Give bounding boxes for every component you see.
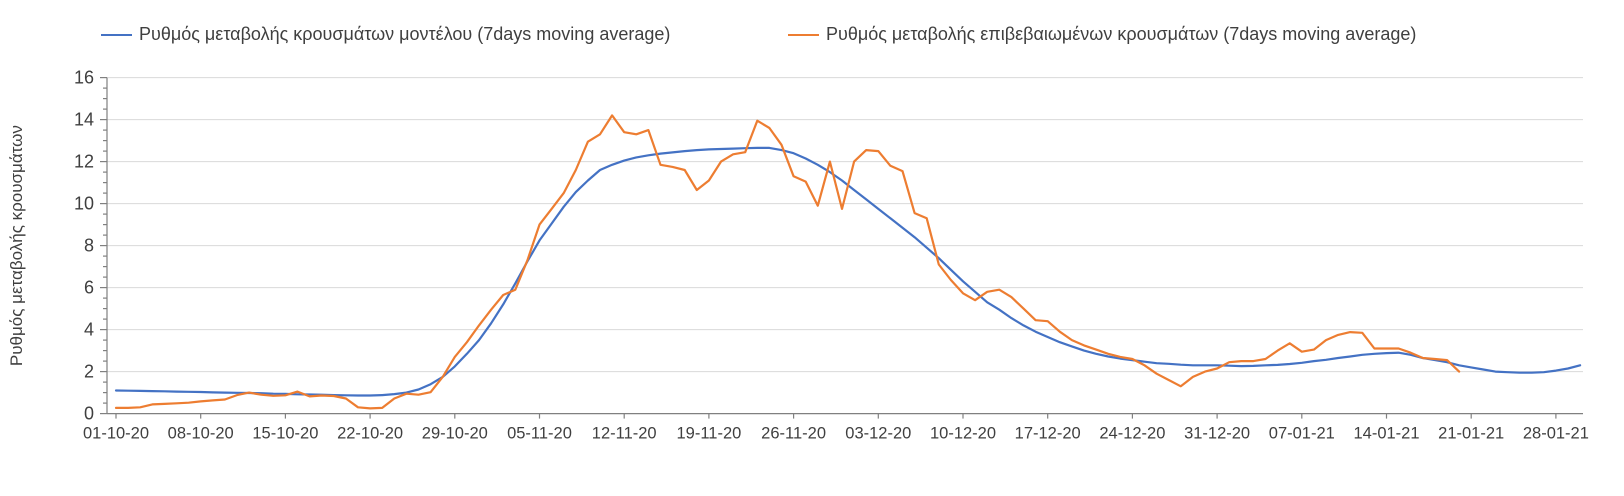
y-tick-label: 2 xyxy=(84,362,94,382)
x-tick-label: 10-12-20 xyxy=(930,425,996,443)
x-tick-label: 29-10-20 xyxy=(422,425,488,443)
legend-item-confirmed: Ρυθμός μεταβολής επιβεβαιωμένων κρουσμάτ… xyxy=(788,24,1416,45)
x-tick-label: 03-12-20 xyxy=(845,425,911,443)
y-tick-label: 8 xyxy=(84,236,94,256)
x-tick-label: 01-10-20 xyxy=(83,425,149,443)
y-tick-label: 6 xyxy=(84,278,94,298)
y-tick-label: 12 xyxy=(74,152,94,172)
x-tick-label: 31-12-20 xyxy=(1184,425,1250,443)
x-tick-label: 21-01-21 xyxy=(1438,425,1504,443)
x-tick-label: 12-11-20 xyxy=(592,425,657,443)
confirmed-line xyxy=(114,114,1461,410)
x-tick-label: 22-10-20 xyxy=(337,425,403,443)
x-tick-label: 19-11-20 xyxy=(676,425,741,443)
legend-label-model: Ρυθμός μεταβολής κρουσμάτων μοντέλου (7d… xyxy=(139,24,671,44)
x-tick-label: 28-01-21 xyxy=(1523,425,1589,443)
y-tick-label: 14 xyxy=(74,110,94,130)
y-tick-label: 0 xyxy=(84,404,94,424)
legend-item-model: Ρυθμός μεταβολής κρουσμάτων μοντέλου (7d… xyxy=(101,24,670,45)
x-tick-label: 14-01-21 xyxy=(1353,425,1419,443)
x-tick-label: 05-11-20 xyxy=(507,425,572,443)
legend-label-confirmed: Ρυθμός μεταβολής επιβεβαιωμένων κρουσμάτ… xyxy=(826,24,1417,44)
x-tick-label: 08-10-20 xyxy=(168,425,234,443)
y-tick-label: 10 xyxy=(74,194,94,214)
confirmed-line-swatch xyxy=(788,33,819,36)
model-line-swatch xyxy=(101,33,132,36)
y-tick-label: 4 xyxy=(84,320,94,340)
x-tick-label: 24-12-20 xyxy=(1099,425,1165,443)
x-tick-label: 15-10-20 xyxy=(252,425,318,443)
x-tick-label: 26-11-20 xyxy=(761,425,826,443)
x-tick-label: 17-12-20 xyxy=(1015,425,1081,443)
y-axis-title: Ρυθμός μεταβολής κρουσμάτων xyxy=(7,125,26,366)
x-tick-label: 07-01-21 xyxy=(1269,425,1335,443)
y-tick-label: 16 xyxy=(74,68,94,88)
